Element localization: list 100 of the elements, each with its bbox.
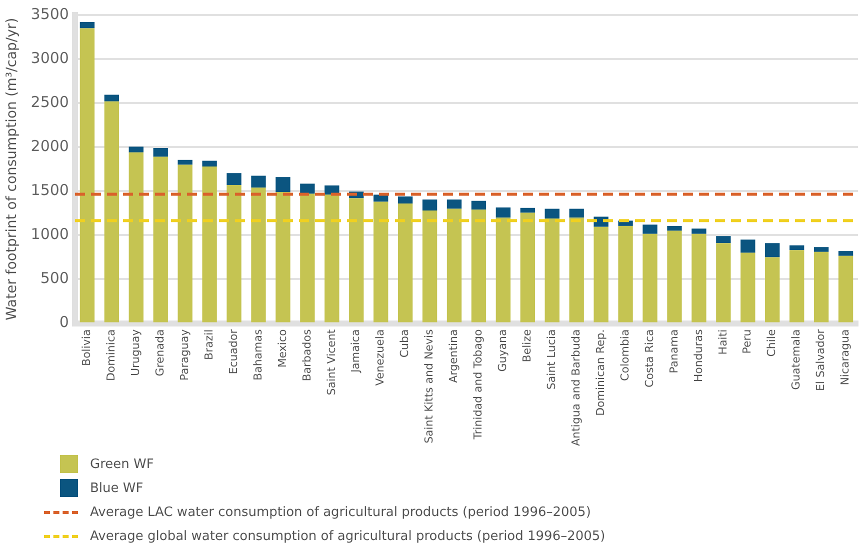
legend-label: Average LAC water consumption of agricultural products (period 1996–2005) — [90, 504, 591, 520]
bar — [153, 148, 168, 157]
bar — [276, 177, 290, 192]
bar — [300, 184, 315, 194]
y-tick-label: 3500 — [30, 4, 69, 23]
bar — [692, 228, 706, 234]
x-tick-label: Uruguay — [129, 328, 142, 376]
bar — [251, 176, 266, 188]
legend-label: Blue WF — [90, 480, 144, 496]
bar — [178, 164, 192, 322]
bar — [446, 208, 462, 322]
x-tick-label: Dominican Rep. — [594, 329, 607, 416]
bar — [300, 194, 315, 322]
bar — [202, 166, 217, 322]
bar — [446, 200, 462, 209]
bar — [838, 251, 854, 256]
bar — [618, 226, 633, 322]
x-tick-label: Guatemala — [790, 329, 803, 390]
bar — [251, 188, 266, 322]
y-tick-label: 0 — [59, 313, 69, 332]
bar — [80, 22, 95, 28]
bar — [128, 146, 144, 152]
bar — [422, 200, 438, 211]
x-tick-label: Venezuela — [374, 329, 387, 386]
bar — [765, 243, 780, 258]
y-tick-label: 2000 — [30, 137, 69, 156]
bar — [789, 245, 804, 250]
bar — [789, 250, 804, 322]
y-tick-label: 1000 — [30, 225, 69, 244]
x-tick-label: Antigua and Barbuda — [569, 329, 582, 446]
bar — [153, 156, 168, 322]
bar — [324, 194, 340, 322]
bar — [128, 152, 144, 322]
bar — [422, 210, 438, 322]
y-tick-label: 500 — [40, 269, 69, 288]
bar — [104, 94, 120, 102]
bar — [814, 247, 829, 252]
bar — [496, 218, 511, 322]
bar — [349, 198, 364, 322]
bar — [398, 203, 413, 322]
bar — [276, 192, 290, 322]
y-tick-label: 3000 — [30, 48, 69, 67]
x-tick-label: Dominica — [104, 329, 118, 382]
x-tick-label: Belize — [520, 329, 534, 362]
bar — [104, 101, 120, 322]
x-tick-label: Paraguay — [178, 328, 191, 381]
bar — [642, 234, 658, 322]
legend-label: Green WF — [90, 456, 154, 472]
x-tick-label: Chile — [765, 329, 778, 357]
x-tick-label: Cuba — [398, 329, 412, 358]
bar — [667, 226, 682, 231]
bar — [716, 243, 731, 322]
bar — [226, 173, 242, 185]
bar — [544, 218, 560, 322]
bar — [716, 236, 731, 244]
x-tick-label: Honduras — [692, 328, 705, 382]
x-tick-label: Trinidad and Tobago — [472, 329, 485, 440]
bar — [740, 252, 756, 322]
x-tick-label: Guyana — [496, 329, 510, 372]
bar — [667, 230, 682, 322]
x-tick-label: Costa Rica — [642, 329, 656, 388]
bar — [594, 226, 608, 322]
bar — [471, 200, 486, 210]
bar — [471, 210, 486, 322]
bar — [642, 224, 658, 234]
bar — [740, 240, 756, 253]
bar — [496, 207, 511, 218]
x-tick-label: Peru — [740, 329, 754, 354]
x-tick-label: Bolivia — [80, 329, 94, 366]
x-tick-label: Mexico — [276, 329, 289, 368]
x-tick-label: Saint Vicent — [324, 328, 338, 396]
bar — [814, 252, 829, 322]
y-tick-label: 1500 — [30, 181, 69, 200]
x-tick-label: Barbados — [300, 329, 314, 382]
bar — [520, 208, 535, 213]
x-tick-label: Jamaica — [349, 329, 362, 374]
bar — [398, 196, 413, 204]
bar — [178, 160, 192, 165]
x-tick-label: Nicaragua — [838, 329, 852, 386]
x-tick-label: El Salvador — [814, 328, 828, 392]
x-tick-label: Argentina — [447, 329, 460, 383]
bar — [544, 208, 560, 218]
bar — [569, 218, 584, 322]
bar — [765, 257, 780, 322]
y-axis-title: Water footprint of consumption (m³/cap/yr) — [4, 18, 20, 320]
x-tick-label: Brazil — [202, 329, 216, 360]
x-tick-label: Saint Kitts and Nevis — [422, 329, 436, 444]
legend-label: Average global water consumption of agricultural products (period 1996–2005) — [90, 528, 606, 544]
x-tick-label: Bahamas — [251, 328, 264, 380]
bar — [692, 234, 706, 322]
x-tick-label: Panama — [667, 329, 680, 374]
x-tick-label: Colombia — [618, 329, 632, 381]
bar — [226, 184, 242, 322]
x-tick-label: Ecuador — [226, 328, 240, 374]
y-tick-label: 2500 — [30, 92, 69, 111]
bar — [838, 256, 854, 322]
bar — [80, 28, 95, 322]
bar — [202, 160, 217, 166]
x-tick-label: Saint Lucia — [544, 329, 558, 390]
bar — [520, 212, 535, 322]
